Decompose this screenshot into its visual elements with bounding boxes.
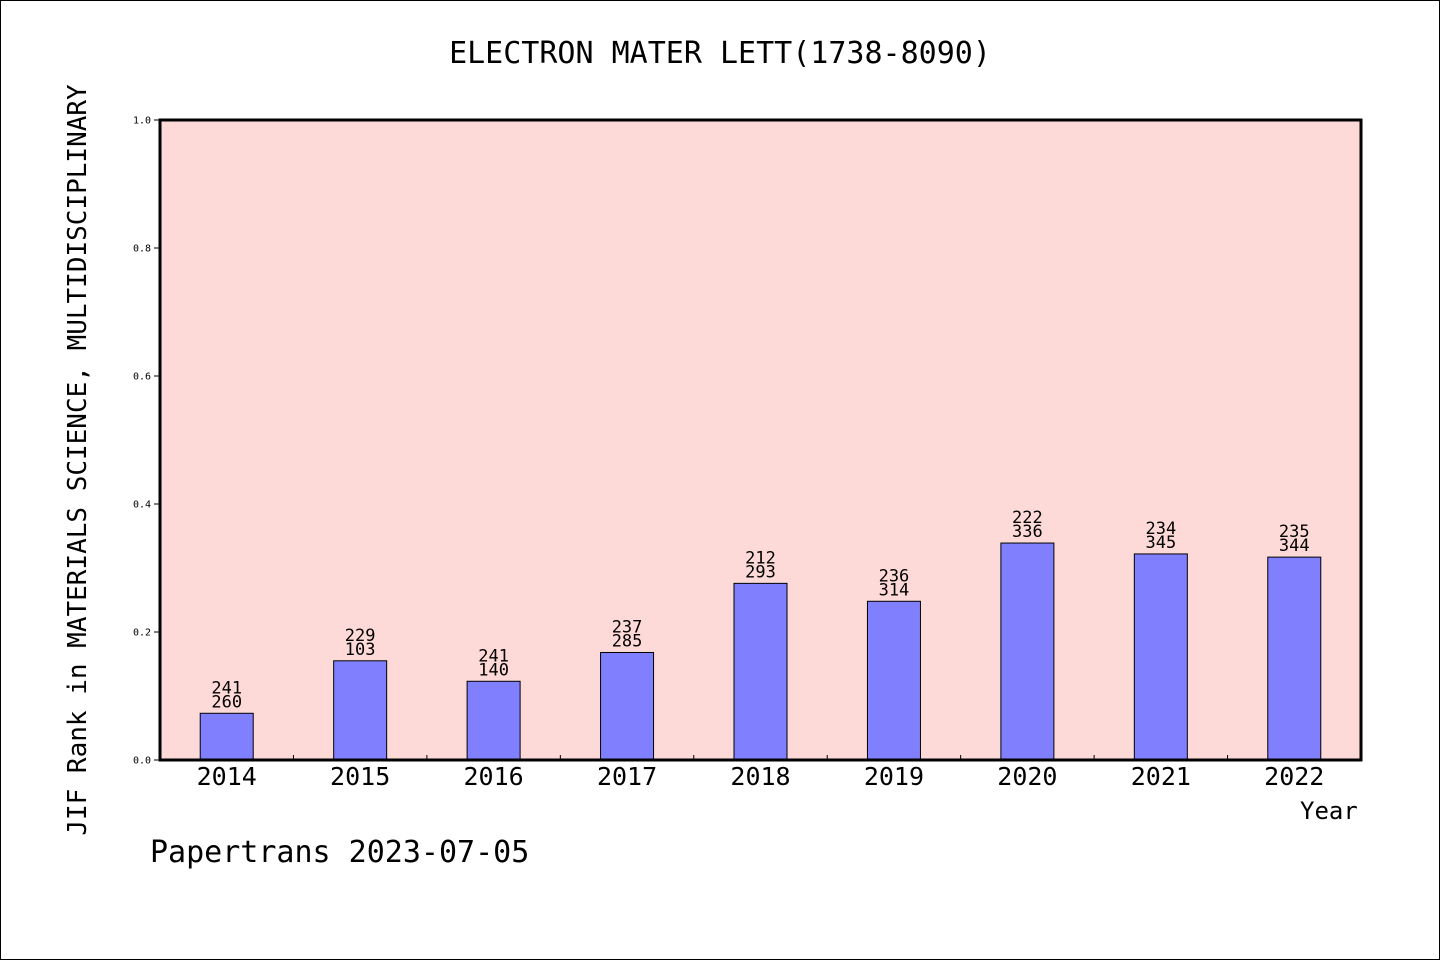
x-tick-label: 2014: [197, 762, 257, 791]
x-tick-label: 2019: [864, 762, 924, 791]
x-tick-label: 2015: [330, 762, 390, 791]
chart-title: ELECTRON MATER LETT(1738-8090): [449, 36, 991, 71]
y-tick-label: 0.4: [133, 500, 151, 511]
plot-border: [158, 118, 1363, 762]
x-tick-label: 2016: [464, 762, 524, 791]
x-tick-label: 2021: [1131, 762, 1191, 791]
bar-2016: [466, 680, 521, 761]
bar-label-top: 241: [211, 678, 242, 698]
bar-label-bottom: 314: [879, 580, 910, 600]
y-tick-label: 0.0: [133, 756, 151, 767]
bar-label-bottom: 140: [478, 660, 509, 680]
bar-label-top: 212: [745, 548, 776, 568]
bar-2014: [199, 712, 254, 761]
y-tick-label: 0.8: [133, 244, 151, 255]
bar-label-bottom: 103: [345, 640, 376, 660]
x-axis-label: Year: [1300, 797, 1358, 825]
bar-label-top: 241: [478, 646, 509, 666]
bar-2018: [733, 582, 788, 761]
bar-2021: [1133, 553, 1188, 761]
bar-label-top: 222: [1012, 508, 1043, 528]
y-tick-label: 0.6: [133, 372, 151, 383]
bar-label-top: 236: [879, 566, 910, 586]
bar-2017: [600, 651, 655, 761]
bar-label-bottom: 260: [211, 692, 242, 712]
y-tick-label: 0.2: [133, 628, 151, 639]
bar-label-bottom: 336: [1012, 522, 1043, 542]
x-tick-label: 2022: [1264, 762, 1324, 791]
bar-label-bottom: 285: [612, 631, 643, 651]
x-tick-label: 2017: [597, 762, 657, 791]
y-tick-label: 1.0: [133, 116, 151, 127]
bar-2015: [333, 660, 388, 761]
bar-label-bottom: 293: [745, 562, 776, 582]
bar-label-top: 229: [345, 626, 376, 646]
bar-2020: [1000, 542, 1055, 761]
bar-2019: [866, 600, 921, 761]
bar-label-top: 237: [612, 617, 643, 637]
x-tick-label: 2020: [997, 762, 1057, 791]
bar-label-top: 235: [1279, 522, 1310, 542]
bar-label-top: 234: [1145, 519, 1176, 539]
bar-label-bottom: 344: [1279, 536, 1310, 556]
bar-2022: [1267, 556, 1322, 761]
bar-label-bottom: 345: [1145, 533, 1176, 553]
footer-credit: Papertrans 2023-07-05: [150, 835, 530, 870]
x-tick-label: 2018: [730, 762, 790, 791]
